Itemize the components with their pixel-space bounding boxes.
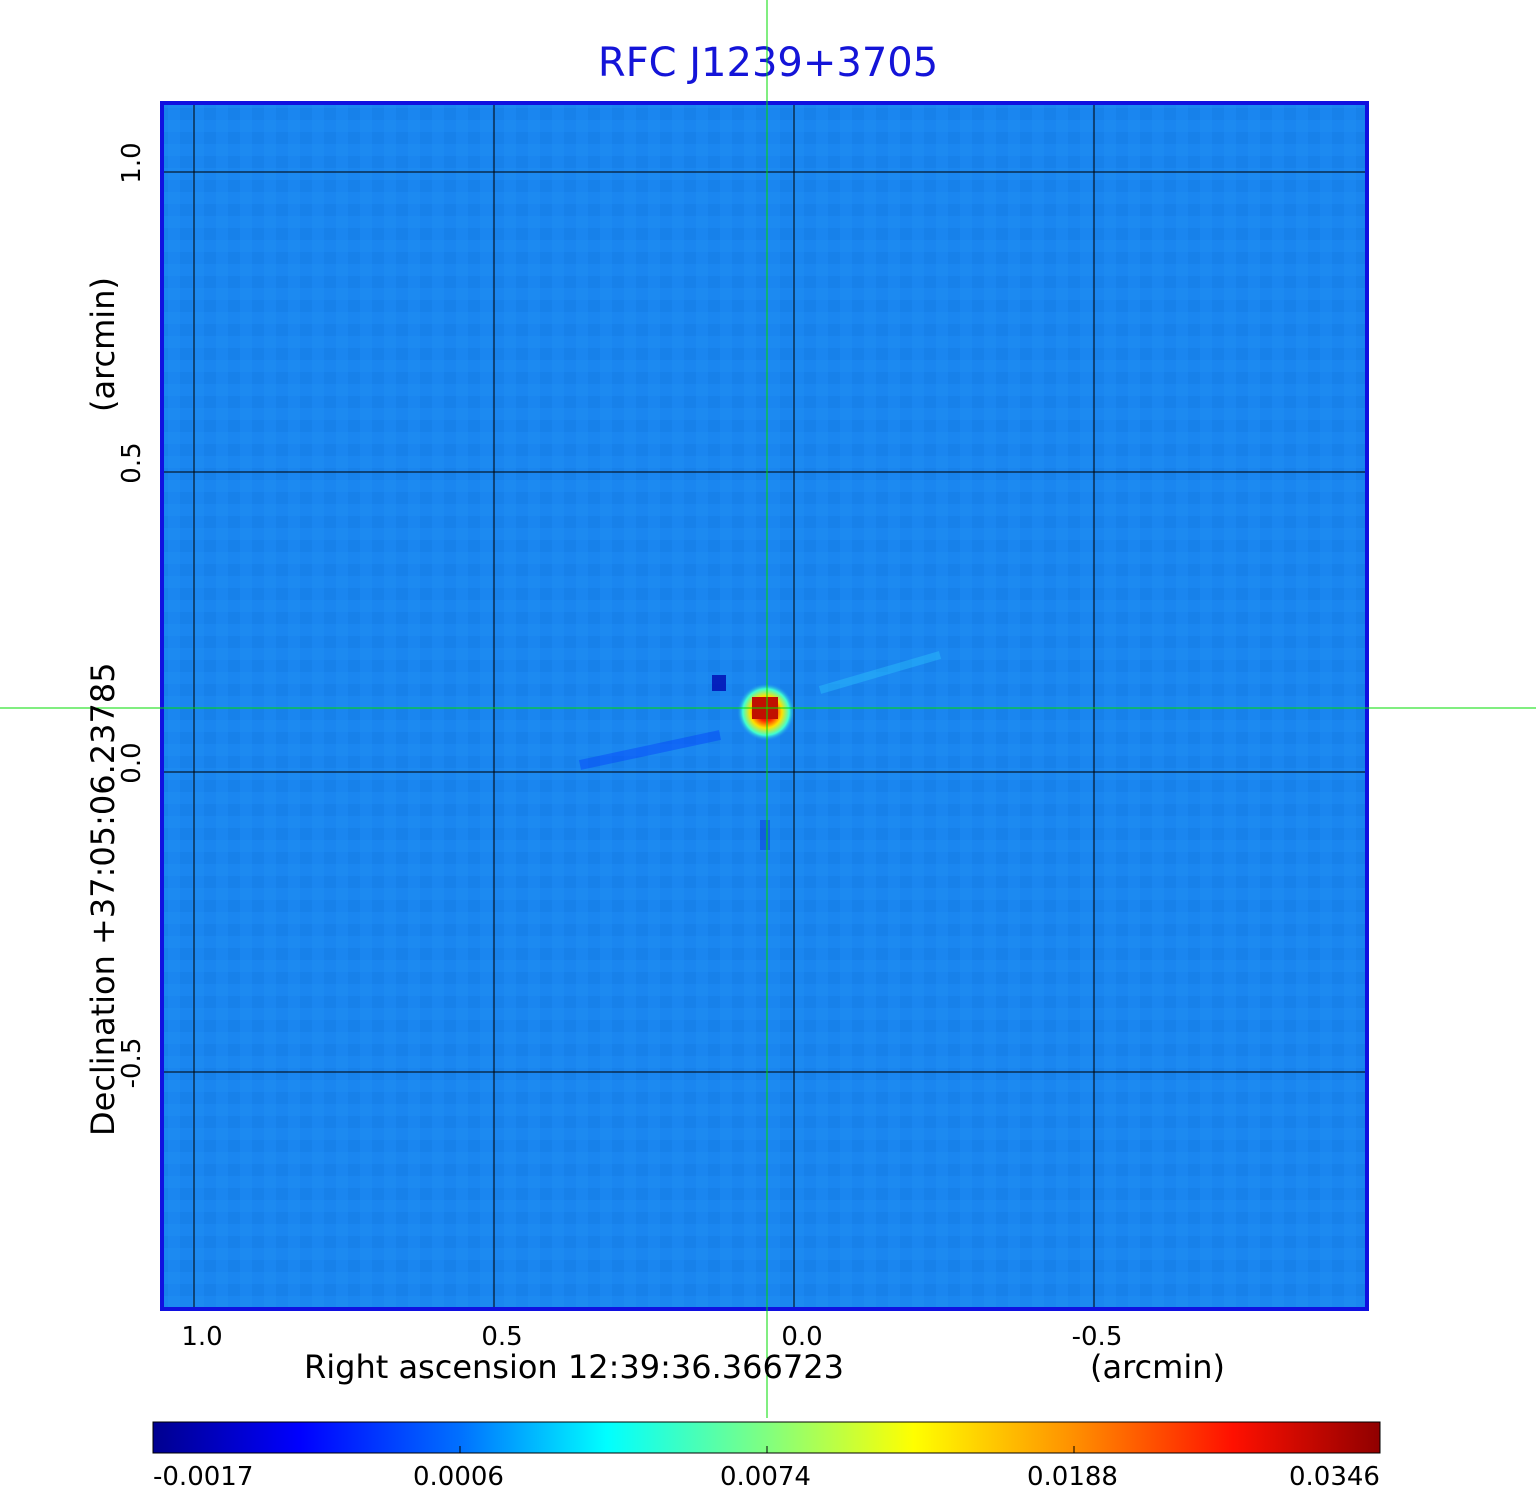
colorbar-tick-marks [459, 1446, 1075, 1453]
sidelobe-streaks [578, 651, 942, 850]
x-tick-label: -0.5 [1071, 1322, 1123, 1352]
y-tick-label: 0.5 [117, 442, 147, 484]
negative-lobe [712, 675, 726, 691]
crosshair [0, 0, 1536, 1418]
x-tick-label: 0.0 [781, 1322, 823, 1352]
colorbar-tick-label: 0.0188 [1027, 1462, 1118, 1492]
coordinate-grid [162, 103, 1367, 1309]
colorbar-tick-label: 0.0006 [413, 1462, 504, 1492]
x-tick-label: 0.5 [481, 1322, 523, 1352]
y-axis-label: Declination +37:05:06.23785 [84, 662, 122, 1136]
colorbar-tick-label: 0.0346 [1289, 1462, 1380, 1492]
x-tick-label: 1.0 [181, 1322, 223, 1352]
colorbar-tick-label: -0.0017 [153, 1462, 254, 1492]
plot-frame [160, 101, 1369, 1311]
colorbar-tick-label: 0.0074 [720, 1462, 811, 1492]
y-tick-label: 1.0 [117, 142, 147, 184]
plot-title: RFC J1239+3705 [597, 40, 939, 86]
y-axis-unit: (arcmin) [84, 277, 122, 412]
x-axis-unit: (arcmin) [1090, 1348, 1225, 1386]
x-axis-label: Right ascension 12:39:36.366723 [304, 1348, 844, 1386]
